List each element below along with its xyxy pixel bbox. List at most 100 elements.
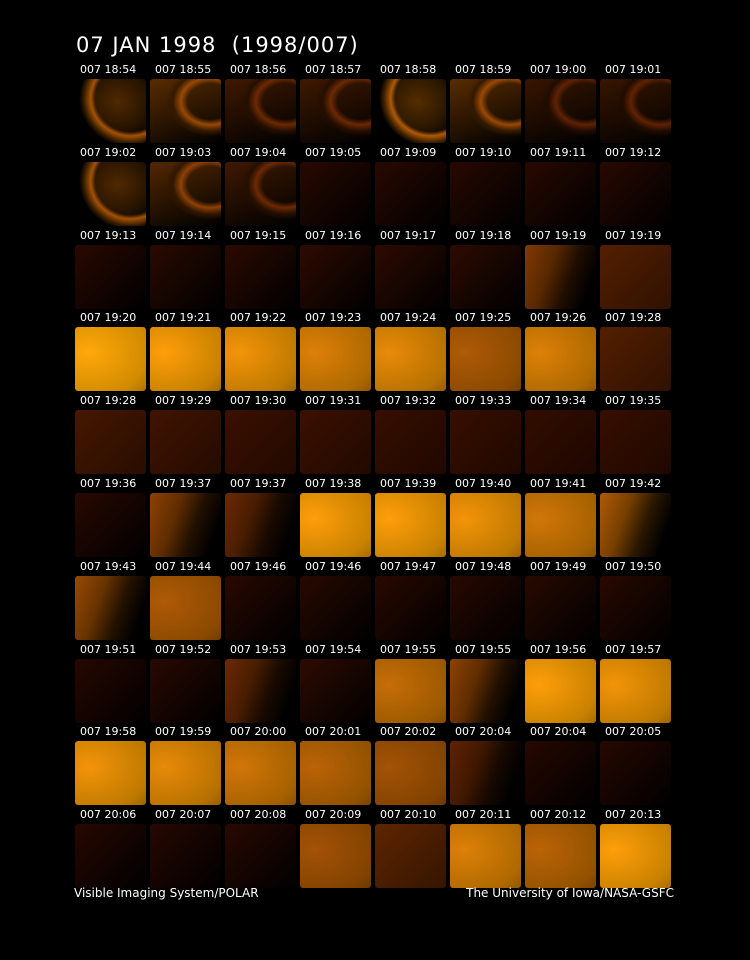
frame-cell: 007 20:04 xyxy=(525,724,598,806)
auroral-image xyxy=(525,79,596,143)
frame-timestamp: 007 19:53 xyxy=(230,642,287,656)
frame-cell: 007 19:39 xyxy=(375,476,448,558)
frame-timestamp: 007 19:57 xyxy=(605,642,662,656)
frame-timestamp: 007 19:41 xyxy=(530,477,587,490)
auroral-image xyxy=(150,161,221,226)
auroral-image xyxy=(225,493,296,557)
frame-cell: 007 18:54 xyxy=(75,62,148,144)
auroral-image xyxy=(150,327,221,392)
auroral-image xyxy=(300,824,371,889)
frame-timestamp: 007 19:48 xyxy=(455,559,512,573)
frame-timestamp: 007 19:31 xyxy=(305,394,362,408)
frame-cell: 007 19:02 xyxy=(75,145,148,227)
auroral-image xyxy=(375,79,446,143)
frame-timestamp: 007 19:14 xyxy=(155,228,212,242)
frame-cell: 007 20:00 xyxy=(225,724,298,806)
frame-cell: 007 20:05 xyxy=(600,724,673,806)
frame-timestamp: 007 19:28 xyxy=(80,394,137,408)
frame-cell: 007 19:35 xyxy=(600,393,673,475)
auroral-image xyxy=(600,493,671,557)
auroral-image xyxy=(225,161,296,226)
frame-timestamp: 007 19:56 xyxy=(530,642,587,656)
frame-timestamp: 007 19:03 xyxy=(155,145,212,159)
auroral-image xyxy=(75,244,146,309)
auroral-image xyxy=(450,161,521,226)
frame-timestamp: 007 20:06 xyxy=(80,808,137,822)
auroral-image xyxy=(375,658,446,723)
frame-timestamp: 007 19:10 xyxy=(455,145,512,159)
frame-timestamp: 007 19:12 xyxy=(605,145,662,159)
frame-timestamp: 007 20:00 xyxy=(230,725,287,739)
frame-timestamp: 007 19:11 xyxy=(530,145,587,159)
auroral-image xyxy=(600,575,671,640)
auroral-image xyxy=(450,244,521,309)
frame-timestamp: 007 20:11 xyxy=(455,808,512,822)
frame-cell: 007 19:13 xyxy=(75,228,148,310)
frame-timestamp: 007 19:00 xyxy=(530,63,587,76)
frame-timestamp: 007 20:04 xyxy=(530,725,587,739)
frame-cell: 007 19:57 xyxy=(600,642,673,724)
frame-cell: 007 20:10 xyxy=(375,807,448,889)
frame-cell: 007 19:34 xyxy=(525,393,598,475)
auroral-image xyxy=(300,493,371,557)
frame-timestamp: 007 19:23 xyxy=(305,311,362,325)
frame-cell: 007 19:46 xyxy=(300,559,373,641)
frame-timestamp: 007 19:04 xyxy=(230,145,287,159)
auroral-image xyxy=(225,410,296,475)
frame-timestamp: 007 20:05 xyxy=(605,725,662,739)
frame-timestamp: 007 19:32 xyxy=(380,394,437,408)
frame-cell: 007 20:09 xyxy=(300,807,373,889)
auroral-image xyxy=(150,575,221,640)
auroral-image xyxy=(300,161,371,226)
frame-cell: 007 20:08 xyxy=(225,807,298,889)
frame-cell: 007 20:01 xyxy=(300,724,373,806)
frame-cell: 007 19:19 xyxy=(600,228,673,310)
auroral-image xyxy=(600,824,671,889)
frame-cell: 007 19:48 xyxy=(450,559,523,641)
frame-timestamp: 007 19:30 xyxy=(230,394,287,408)
frame-timestamp: 007 19:15 xyxy=(230,228,287,242)
frame-timestamp: 007 19:54 xyxy=(305,642,362,656)
frame-cell: 007 20:13 xyxy=(600,807,673,889)
auroral-image xyxy=(225,575,296,640)
frame-timestamp: 007 19:58 xyxy=(80,725,137,739)
frame-cell: 007 19:01 xyxy=(600,62,673,144)
auroral-image xyxy=(225,79,296,143)
frame-timestamp: 007 19:37 xyxy=(155,477,212,490)
auroral-image xyxy=(375,493,446,557)
frame-cell: 007 19:47 xyxy=(375,559,448,641)
auroral-image xyxy=(300,244,371,309)
auroral-image xyxy=(600,79,671,143)
auroral-image xyxy=(525,824,596,889)
auroral-image xyxy=(75,79,146,143)
auroral-image xyxy=(600,741,671,806)
frame-timestamp: 007 19:25 xyxy=(455,311,512,325)
frame-timestamp: 007 19:40 xyxy=(455,477,512,490)
frame-cell: 007 19:37 xyxy=(225,476,298,558)
frame-cell: 007 19:15 xyxy=(225,228,298,310)
auroral-image xyxy=(75,493,146,557)
frame-cell: 007 18:57 xyxy=(300,62,373,144)
frame-timestamp: 007 19:46 xyxy=(230,559,287,573)
auroral-image xyxy=(375,741,446,806)
auroral-image xyxy=(75,327,146,392)
frame-cell: 007 19:05 xyxy=(300,145,373,227)
auroral-image xyxy=(600,161,671,226)
frame-cell: 007 19:16 xyxy=(300,228,373,310)
auroral-image xyxy=(600,410,671,475)
frame-timestamp: 007 20:08 xyxy=(230,808,287,822)
frame-timestamp: 007 20:01 xyxy=(305,725,362,739)
frame-cell: 007 19:22 xyxy=(225,310,298,392)
frame-timestamp: 007 20:02 xyxy=(380,725,437,739)
auroral-image xyxy=(375,161,446,226)
frame-cell: 007 19:55 xyxy=(450,642,523,724)
auroral-image xyxy=(450,658,521,723)
frame-timestamp: 007 19:01 xyxy=(605,63,662,76)
frame-timestamp: 007 18:55 xyxy=(155,63,212,76)
frame-cell: 007 19:36 xyxy=(75,476,148,558)
institution-credit: The University of Iowa/NASA-GSFC xyxy=(466,886,674,900)
frame-cell: 007 19:38 xyxy=(300,476,373,558)
auroral-image xyxy=(600,244,671,309)
frame-timestamp: 007 20:12 xyxy=(530,808,587,822)
frame-timestamp: 007 19:28 xyxy=(605,311,662,325)
